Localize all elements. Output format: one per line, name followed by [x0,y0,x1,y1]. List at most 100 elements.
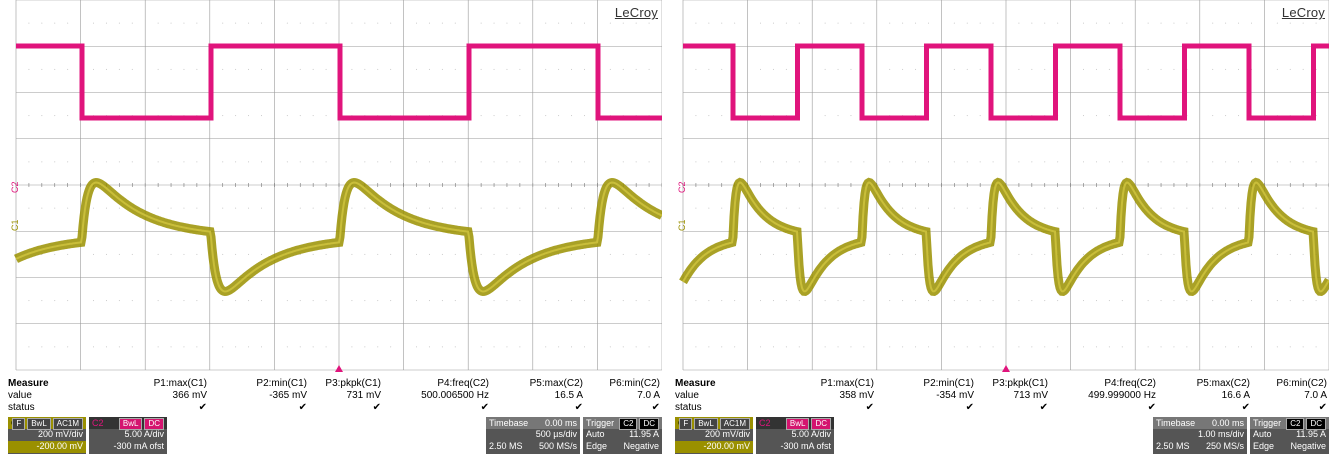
grid-dot [1212,68,1214,70]
grid-dot [648,22,650,24]
ch2-marker: C2 [10,181,20,193]
grid-dot [312,300,314,302]
grid-dot [1315,22,1317,24]
grid-dot [416,68,418,70]
grid-dot [953,346,955,348]
param-name[interactable]: P5:max(C2) [1196,378,1250,389]
grid-dot [390,346,392,348]
trigger-level: 11.95 A [629,429,659,439]
trigger-source: C2 [1286,418,1305,430]
c1-offset: -200.00 mV [36,441,83,451]
grid-dot [785,300,787,302]
grid-dot [1315,300,1317,302]
grid-dot [966,115,968,117]
grid-dot [953,253,955,255]
grid-dot [721,300,723,302]
status-check-icon: ✔ [1318,402,1327,413]
grid-dot [1276,68,1278,70]
grid-dot [1160,346,1162,348]
grid-dot [131,68,133,70]
grid-dot [1147,68,1149,70]
grid-dot [299,68,301,70]
grid-dot [480,253,482,255]
param-name[interactable]: P2:min(C1) [923,378,974,389]
grid-dot [837,68,839,70]
param-value: 16.6 A [1221,390,1250,401]
row-label-value: value [8,390,32,401]
param-name[interactable]: P3:pkpk(C1) [325,378,381,389]
grid-dot [1018,22,1020,24]
grid-dot [1173,253,1175,255]
param-value: 358 mV [839,390,874,401]
grid-dot [992,22,994,24]
timebase-box[interactable]: Timebase 0.00 ms 1.00 ms/div 2.50 MS 250… [1153,417,1247,454]
grid-dot [772,253,774,255]
param-name[interactable]: P6:min(C2) [1276,378,1327,389]
grid-dot [1212,300,1214,302]
grid-dot [721,22,723,24]
param-name[interactable]: P5:max(C2) [529,378,583,389]
grid-dot [695,253,697,255]
param-name[interactable]: P1:max(C1) [153,378,207,389]
grid-dot [377,22,379,24]
grid-dot [54,346,56,348]
grid-dot [506,22,508,24]
grid-dot [1302,346,1304,348]
grid-dot [583,22,585,24]
grid-dot [979,207,981,209]
grid-dot [364,68,366,70]
grid-dot [170,22,172,24]
grid-dot [772,161,774,163]
grid-dot [325,346,327,348]
grid-dot [170,346,172,348]
grid-dot [824,300,826,302]
grid-dot [545,22,547,24]
c2-descriptor-box[interactable]: C2 BwL DC 5.00 A/div -300 mA ofst [756,417,834,454]
grid-dot [1186,161,1188,163]
grid-dot [571,115,573,117]
grid-dot [545,161,547,163]
grid-dot [558,253,560,255]
trigger-box[interactable]: Trigger C2 DC Auto 11.95 A Edge Negative [1250,417,1329,454]
grid-dot [1173,161,1175,163]
grid-dot [183,161,185,163]
param-name[interactable]: P3:pkpk(C1) [992,378,1048,389]
grid-dot [953,300,955,302]
measure-title: Measure [675,378,716,389]
grid-dot [622,68,624,70]
grid-dot [850,253,852,255]
grid-dot [609,207,611,209]
grid-dot [105,207,107,209]
scope-right: LeCroy C2 C1 Measure P1:max(C1) P2:min(C… [675,0,1329,458]
grid-dot [1302,253,1304,255]
param-name[interactable]: P4:freq(C2) [1104,378,1156,389]
grid-dot [196,346,198,348]
param-name[interactable]: P1:max(C1) [820,378,874,389]
param-name[interactable]: P4:freq(C2) [437,378,489,389]
c2-descriptor-box[interactable]: C2 BwL DC 5.00 A/div -300 mA ofst [89,417,167,454]
grid-dot [183,346,185,348]
grid-dot [118,22,120,24]
trigger-position-marker [335,365,343,372]
grid-dot [93,346,95,348]
grid-dot [260,22,262,24]
trigger-coupling: DC [1306,418,1326,430]
trigger-mode: Auto [1253,429,1272,439]
grid-dot [377,207,379,209]
grid-dot [889,68,891,70]
grid-dot [222,22,224,24]
grid-dot [41,22,43,24]
grid-dot [222,207,224,209]
grid-dot [721,115,723,117]
grid-dot [286,22,288,24]
param-name[interactable]: P2:min(C1) [256,378,307,389]
grid-dot [325,68,327,70]
grid-dot [1302,22,1304,24]
grid-dot [493,115,495,117]
param-name[interactable]: P6:min(C2) [609,378,660,389]
timebase-box[interactable]: Timebase 0.00 ms 500 µs/div 2.50 MS 500 … [486,417,580,454]
trigger-box[interactable]: Trigger C2 DC Auto 11.95 A Edge Negative [583,417,662,454]
grid-dot [837,346,839,348]
